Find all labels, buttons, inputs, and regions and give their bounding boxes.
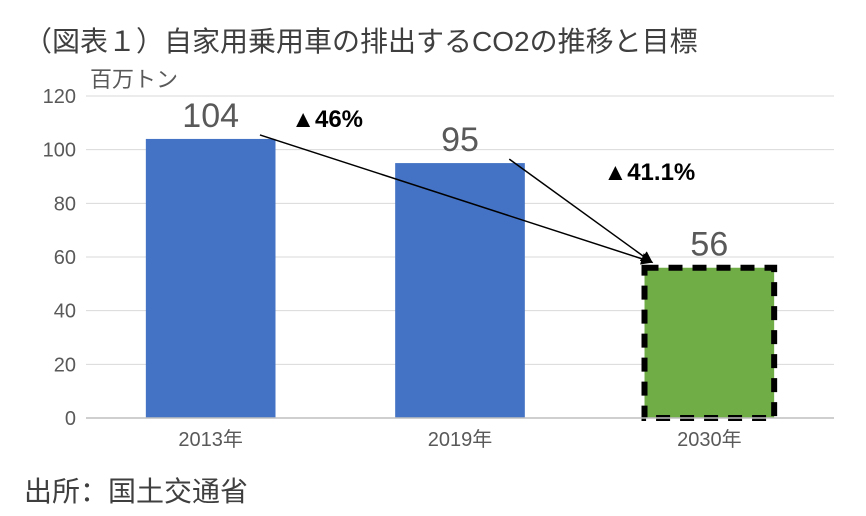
chart-wrap: 百万トン 0204060801001201042013年952019年56203…	[24, 66, 842, 466]
y-tick-label: 120	[43, 86, 76, 108]
source-label: 出所：国土交通省	[24, 470, 842, 510]
bar	[645, 268, 775, 418]
annotation-label: ▲41.1%	[603, 159, 695, 186]
y-axis-unit-label: 百万トン	[90, 62, 178, 94]
bar-value-label: 56	[690, 226, 728, 264]
annotation-label: ▲46%	[291, 106, 363, 133]
x-tick-label: 2019年	[428, 428, 493, 451]
y-tick-label: 100	[43, 140, 76, 162]
bar	[395, 163, 525, 418]
chart-title: （図表１）自家用乗用車の排出するCO2の推移と目標	[24, 20, 842, 60]
y-tick-label: 40	[54, 301, 76, 323]
bar-value-label: 95	[441, 121, 479, 159]
bar-chart: 0 20 40 60 80 100 120 104 2013年 95 2019年 56 2030年 ▲46…	[24, 66, 842, 466]
y-tick-label: 20	[54, 354, 76, 376]
x-tick-label: 2030年	[677, 428, 742, 451]
y-tick-label: 0	[65, 408, 76, 430]
bar-value-label: 104	[182, 97, 239, 135]
y-tick-label: 60	[54, 247, 76, 269]
y-tick-label: 80	[54, 193, 76, 215]
bar	[146, 139, 276, 418]
x-tick-label: 2013年	[178, 428, 243, 451]
